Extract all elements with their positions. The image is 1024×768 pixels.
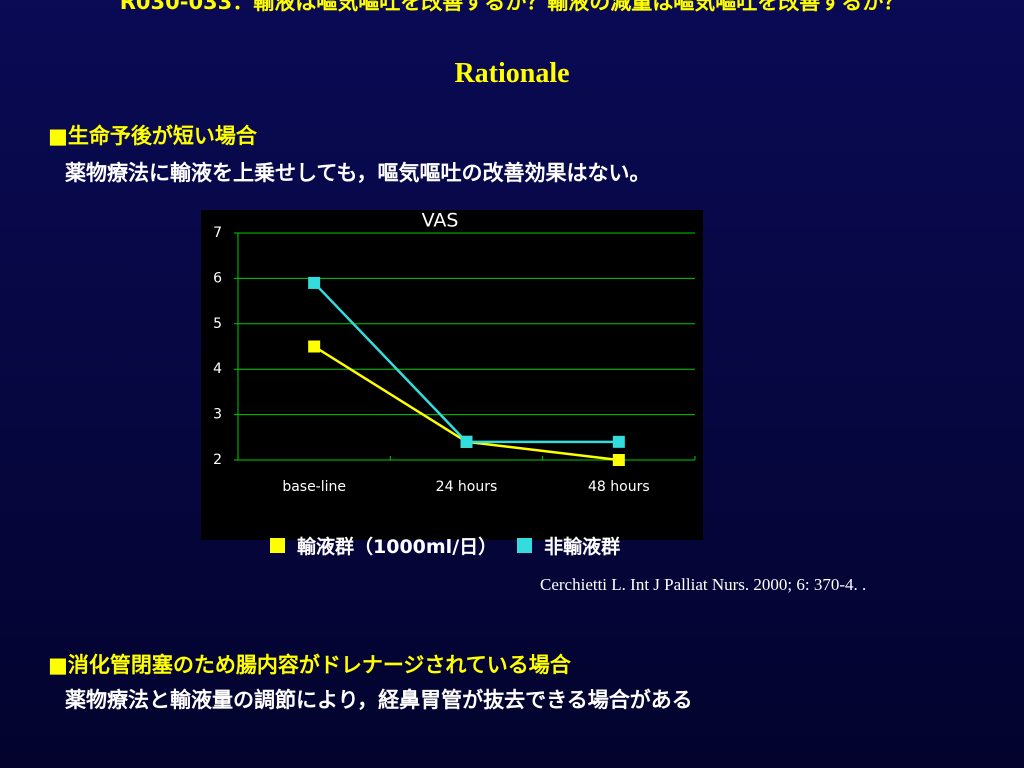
section-body: 薬物療法と輸液量の調節により，経鼻胃管が抜去できる場合がある [65,688,693,712]
x-tick-label: 24 hours [436,479,498,495]
y-tick-label: 6 [213,270,222,286]
slide-title: R030-033：輸液は嘔気嘔吐を改善するか？輸液の減量は嘔気嘔吐を改善するか？ [119,0,905,14]
chart-title: VAS [422,210,459,232]
section-body: 薬物療法に輸液を上乗せしても，嘔気嘔吐の改善効果はない。 [65,161,651,185]
legend-item: 輸液群（1000ml/日） [270,532,497,559]
x-tick-label: base-line [282,479,346,495]
point-marker [612,435,625,448]
citation: Cerchietti L. Int J Palliat Nurs. 2000; … [540,575,867,594]
y-tick-label: 7 [213,225,222,241]
point-marker [612,454,625,466]
legend-item: 非輸液群 [517,532,620,559]
point-marker [308,276,321,289]
x-tick-label: 48 hours [588,479,650,495]
slide-subtitle: Rationale [454,58,570,89]
legend-label: 輸液群（1000ml/日） [297,536,498,558]
legend-swatch [270,538,285,553]
y-tick-label: 5 [213,316,222,332]
point-marker [308,340,321,353]
section-heading: ■消化管閉塞のため腸内容がドレナージされている場合 [48,653,571,677]
point-marker [460,435,473,448]
y-tick-label: 2 [213,452,222,468]
legend: 輸液群（1000ml/日） 非輸液群 [270,532,640,559]
legend-label: 非輸液群 [544,536,621,558]
chart-background [201,210,703,540]
y-tick-label: 4 [213,361,222,377]
legend-swatch [517,538,533,553]
section-heading: ■生命予後が短い場合 [48,124,257,148]
y-tick-label: 3 [213,407,222,423]
